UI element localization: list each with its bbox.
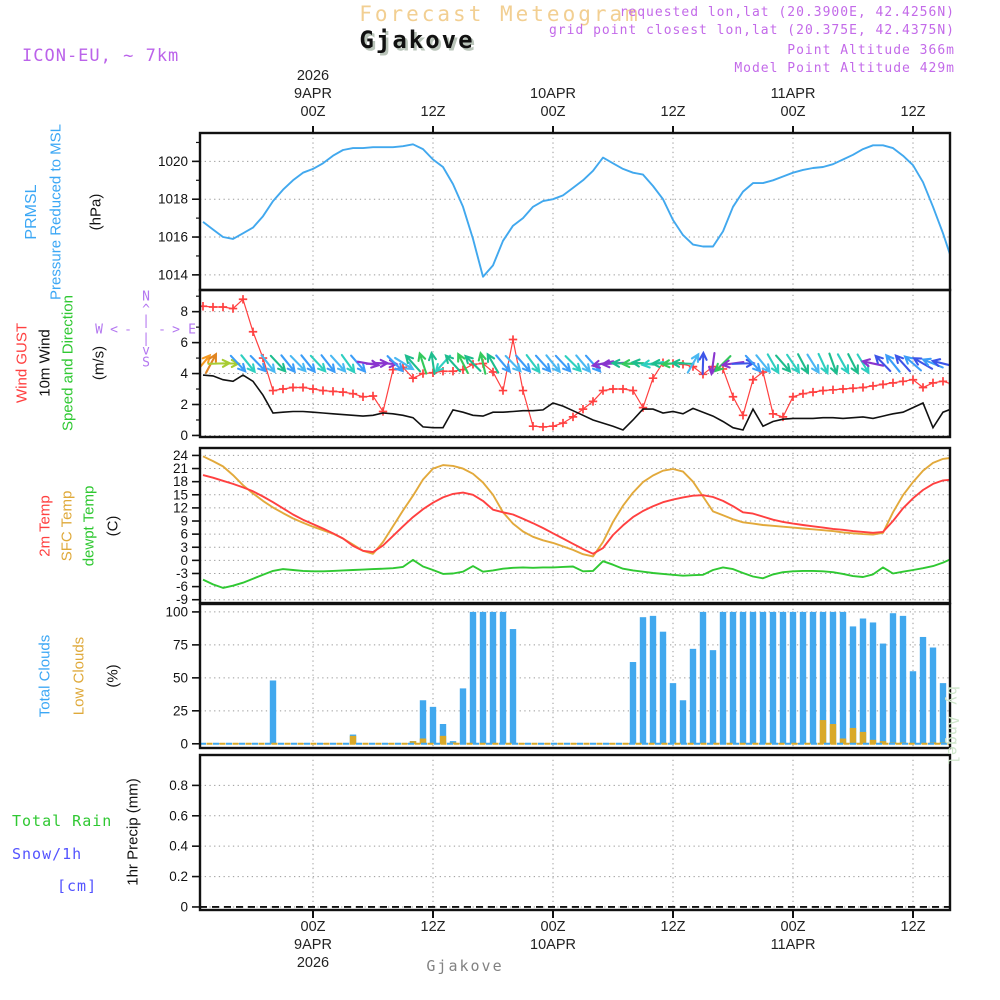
svg-text:15: 15 <box>173 487 188 502</box>
page-title: Forecast Meteogram <box>359 2 641 26</box>
svg-text:100: 100 <box>165 604 188 619</box>
svg-text:00Z: 00Z <box>301 919 326 935</box>
svg-text:2: 2 <box>180 397 188 412</box>
compass-west-label: W <box>95 322 103 338</box>
svg-text:12Z: 12Z <box>421 104 446 120</box>
svg-text:25: 25 <box>173 703 188 718</box>
svg-text:6: 6 <box>180 527 188 542</box>
svg-text:0.2: 0.2 <box>169 869 188 884</box>
svg-text:8: 8 <box>180 304 188 319</box>
svg-text:10APR: 10APR <box>530 937 576 953</box>
svg-text:9APR: 9APR <box>294 937 332 953</box>
footer-station-label: Gjakove <box>426 957 504 975</box>
svg-text:00Z: 00Z <box>301 104 326 120</box>
svg-text:1020: 1020 <box>158 154 188 169</box>
compass-dash-icon: - <box>158 322 166 338</box>
compass-right-arrow-icon: > <box>172 322 180 338</box>
compass-bar-icon: | <box>142 331 150 347</box>
svg-text:10APR: 10APR <box>530 86 576 102</box>
compass-dash-icon: - <box>124 322 132 338</box>
time-axis: 00Z 9APR 2026 00Z 9APR 2026 12Z 12Z 00Z 10APR 00Z 1… <box>294 68 926 971</box>
svg-text:2026: 2026 <box>297 68 329 84</box>
svg-text:12Z: 12Z <box>421 919 446 935</box>
svg-text:0.8: 0.8 <box>169 778 188 793</box>
svg-text:12Z: 12Z <box>661 919 686 935</box>
axes: 101410161018102002468-9-6-30369121518212… <box>158 131 952 914</box>
compass-bar-icon: | <box>142 313 150 329</box>
svg-text:12: 12 <box>173 500 188 515</box>
watermark: by Angel <box>944 686 962 767</box>
compass-down-arrow-icon: v <box>142 343 150 359</box>
svg-text:4: 4 <box>180 366 188 381</box>
requested-coords: requested lon,lat (20.3900E, 42.4256N) <box>619 5 955 20</box>
svg-text:9: 9 <box>180 514 188 529</box>
model-label: ICON-EU, ~ 7km <box>22 46 180 66</box>
svg-text:2026: 2026 <box>297 955 329 971</box>
svg-text:1014: 1014 <box>158 267 189 282</box>
svg-text:3: 3 <box>180 540 188 555</box>
svg-text:00Z: 00Z <box>781 104 806 120</box>
gridlines <box>200 133 950 910</box>
compass-up-arrow-icon: ^ <box>142 302 150 318</box>
svg-text:21: 21 <box>173 461 188 476</box>
svg-text:-6: -6 <box>176 579 188 594</box>
svg-text:50: 50 <box>173 670 188 685</box>
svg-text:12Z: 12Z <box>661 104 686 120</box>
svg-text:00Z: 00Z <box>541 919 566 935</box>
compass-left-arrow-icon: < <box>110 322 118 338</box>
svg-text:6: 6 <box>180 335 188 350</box>
wind-direction-arrows <box>200 350 950 377</box>
svg-text:1018: 1018 <box>158 192 188 207</box>
point-altitude: Point Altitude 366m <box>787 43 955 58</box>
svg-text:0: 0 <box>180 899 188 914</box>
svg-text:12Z: 12Z <box>901 104 926 120</box>
svg-text:0: 0 <box>180 428 188 443</box>
svg-text:0: 0 <box>180 553 188 568</box>
svg-text:1016: 1016 <box>158 230 188 245</box>
precip-cm-label: [cm] <box>57 877 98 895</box>
svg-text:12Z: 12Z <box>901 919 926 935</box>
precip-rain-label: Total Rain <box>12 812 113 830</box>
svg-text:0.4: 0.4 <box>169 839 188 854</box>
grid-point-coords: grid point closest lon,lat (20.375E, 42.… <box>548 23 955 38</box>
svg-text:0: 0 <box>180 736 188 751</box>
svg-text:-9: -9 <box>176 592 188 607</box>
svg-text:9APR: 9APR <box>294 86 332 102</box>
svg-text:11APR: 11APR <box>771 937 816 953</box>
svg-text:11APR: 11APR <box>771 86 816 102</box>
svg-text:00Z: 00Z <box>781 919 806 935</box>
svg-text:-3: -3 <box>176 566 188 581</box>
model-point-altitude: Model Point Altitude 429m <box>734 61 955 76</box>
precip-snow-label: Snow/1h <box>12 845 83 863</box>
svg-text:00Z: 00Z <box>541 104 566 120</box>
compass-south-label: S <box>142 355 150 371</box>
compass-north-label: N <box>142 289 150 305</box>
svg-text:0.6: 0.6 <box>169 808 188 823</box>
svg-text:18: 18 <box>173 474 188 489</box>
station-title: Gjakove <box>359 26 475 54</box>
compass-east-label: E <box>188 322 196 338</box>
svg-text:75: 75 <box>173 637 188 652</box>
cloud-bars <box>200 611 950 745</box>
svg-text:24: 24 <box>173 448 189 463</box>
